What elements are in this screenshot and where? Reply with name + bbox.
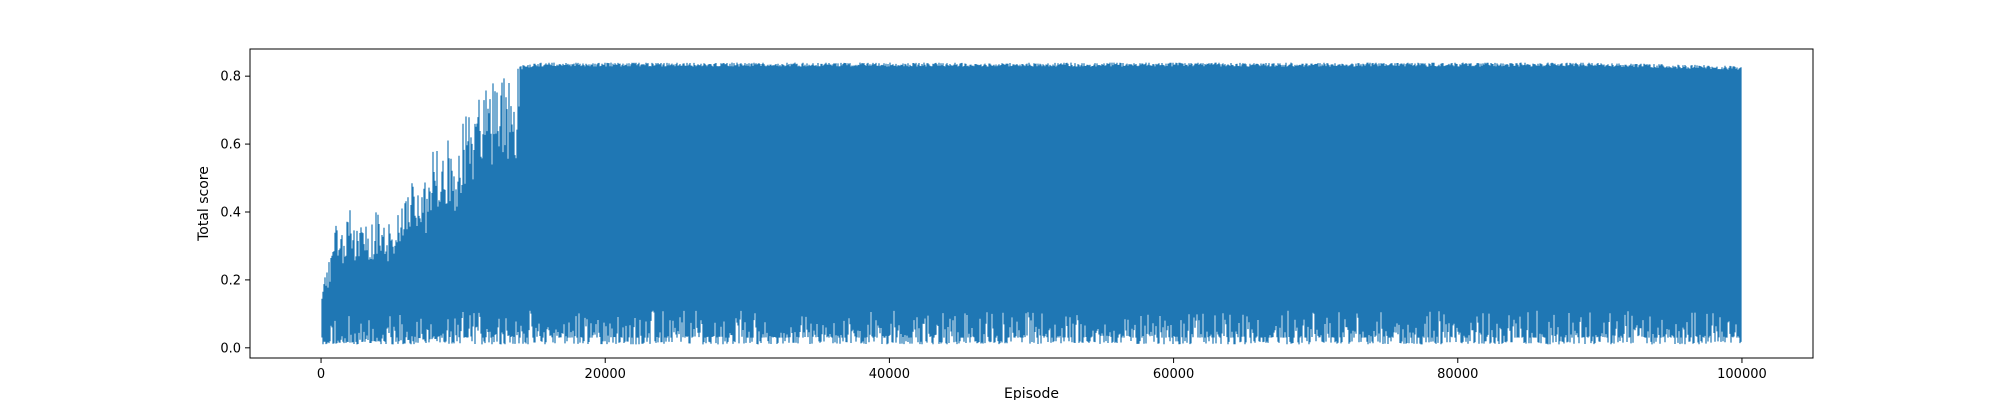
y-axis: 0.0 0.2 0.4 0.6 0.8 bbox=[220, 70, 250, 356]
y-axis-label: Total score bbox=[196, 166, 212, 242]
plot-frame bbox=[249, 48, 1814, 359]
y-tick-label: 0.0 bbox=[220, 341, 241, 356]
series-line-0 bbox=[321, 62, 1742, 345]
series-layer bbox=[321, 62, 1742, 345]
y-tick-label: 0.4 bbox=[220, 205, 241, 220]
y-tick-label: 0.2 bbox=[220, 273, 241, 288]
y-tick-label: 0.6 bbox=[220, 138, 241, 153]
x-tick-label: 80000 bbox=[1437, 367, 1478, 382]
x-axis: 0 20000 40000 60000 80000 100000 bbox=[317, 358, 1767, 382]
y-tick-label: 0.8 bbox=[220, 70, 241, 85]
x-tick-label: 60000 bbox=[1153, 367, 1194, 382]
x-axis-label: Episode bbox=[1004, 386, 1059, 400]
x-tick-label: 20000 bbox=[585, 367, 626, 382]
x-tick-label: 40000 bbox=[869, 367, 910, 382]
x-tick-label: 0 bbox=[317, 367, 325, 382]
x-tick-label: 100000 bbox=[1717, 367, 1767, 382]
